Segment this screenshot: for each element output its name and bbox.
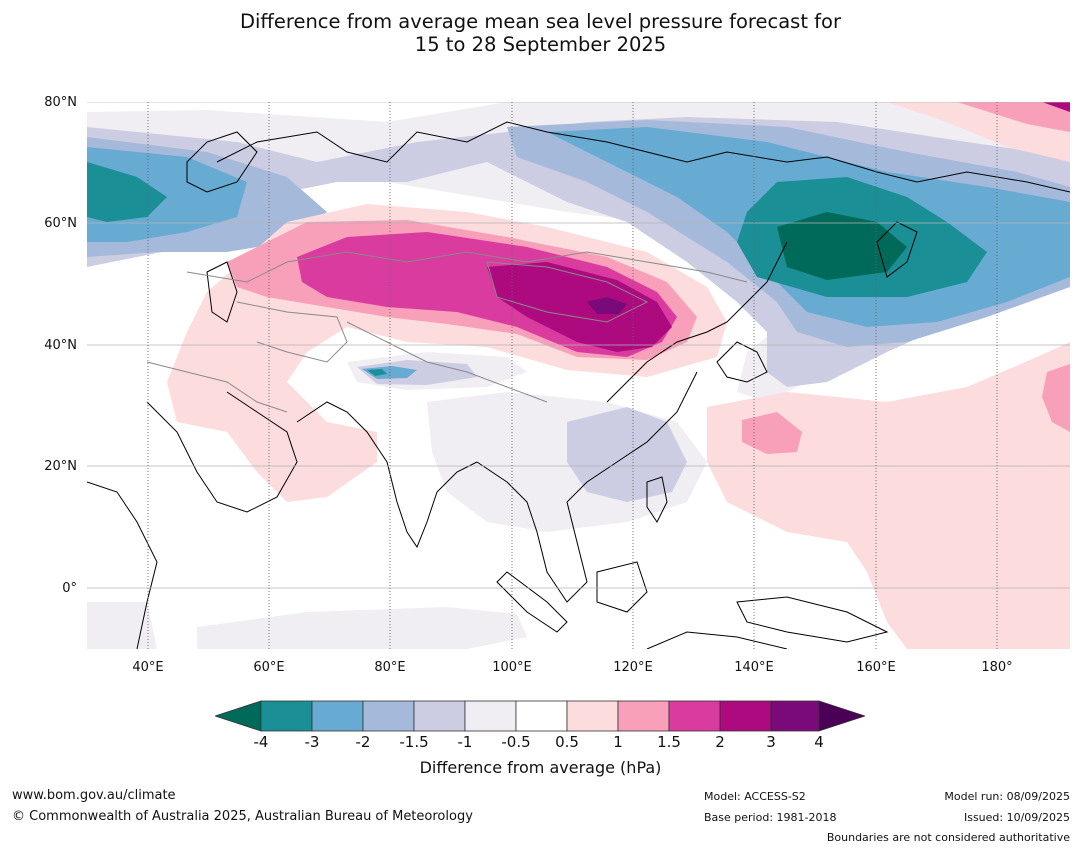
footer-copyright: © Commonwealth of Australia 2025, Austra… xyxy=(12,809,473,824)
lon-label-60e: 60°E xyxy=(253,660,285,675)
anomaly-layer-tibet-neg1 xyxy=(357,360,477,385)
lat-label-0: 0° xyxy=(62,581,77,596)
coastline-scandinavia xyxy=(186,131,258,193)
colorbar-bin-7 xyxy=(566,700,619,732)
colorbar-tick-pos4: 4 xyxy=(814,733,824,751)
colorbar-tick-pos15: 1.5 xyxy=(657,733,681,751)
colorbar-tick-neg15: -1.5 xyxy=(399,733,429,751)
border-middle-east xyxy=(146,361,288,413)
colorbar-tick-pos05: 0.5 xyxy=(555,733,579,751)
anomaly-layer-pos3 xyxy=(587,297,627,314)
lon-label-120e: 120°E xyxy=(613,660,653,675)
anomaly-layer-neg3 xyxy=(87,162,987,297)
coastline-arabia xyxy=(146,391,298,513)
colorbar-tick-pos1: 1 xyxy=(613,733,623,751)
lat-label-40n: 40°N xyxy=(44,338,77,353)
footer-model: Model: ACCESS-S2 xyxy=(704,790,806,803)
colorbar-bin-2 xyxy=(311,700,364,732)
lon-label-160e: 160°E xyxy=(856,660,896,675)
anomaly-layer-south-neg05 xyxy=(87,602,527,649)
coastline-africa-east xyxy=(87,481,158,649)
colorbar-tick-pos2: 2 xyxy=(715,733,725,751)
coastline-kamchatka xyxy=(876,221,918,278)
colorbar-bin-4 xyxy=(413,700,466,732)
footer-website: www.bom.gov.au/climate xyxy=(12,788,176,803)
lon-label-180: 180° xyxy=(981,660,1013,675)
coastline-philippines xyxy=(646,476,668,523)
lon-label-80e: 80°E xyxy=(374,660,406,675)
pressure-anomaly-map xyxy=(87,102,1070,649)
colorbar-tick-neg3: -3 xyxy=(304,733,320,751)
coastline-sumatra xyxy=(496,571,568,633)
colorbar-bin-10 xyxy=(719,700,772,732)
border-mongolia xyxy=(486,261,649,323)
map-svg xyxy=(87,102,1070,649)
latitude-gridlines xyxy=(87,102,1070,589)
colorbar-bin-3 xyxy=(362,700,415,732)
anomaly-layer-arctic-pos2 xyxy=(1042,102,1070,112)
anomaly-layer-arctic-pos1 xyxy=(957,102,1070,132)
title-line-2: 15 to 28 September 2025 xyxy=(414,33,667,56)
colorbar-title: Difference from average (hPa) xyxy=(419,758,662,777)
colorbar-tick-neg4: -4 xyxy=(253,733,269,751)
coastline-japan xyxy=(716,341,768,383)
coastlines xyxy=(87,121,1070,649)
chart-title: Difference from average mean sea level p… xyxy=(0,10,1081,56)
anomaly-layer-pacific-pos1 xyxy=(742,364,1070,454)
footer-base-period: Base period: 1981-2018 xyxy=(704,811,837,824)
anomaly-layer-pos2 xyxy=(487,262,672,352)
coastline-china-east xyxy=(606,241,788,403)
coastline-seasia xyxy=(476,371,698,603)
anomaly-layer-pacific-pos05 xyxy=(707,342,1070,649)
colorbar-bin-8 xyxy=(617,700,670,732)
colorbar-tick-neg1: -1 xyxy=(457,733,473,751)
colorbar-bin-1 xyxy=(260,700,313,732)
colorbar-extend-low xyxy=(215,700,262,732)
colorbar-bin-5 xyxy=(464,700,517,732)
coastline-new-guinea xyxy=(736,596,889,643)
lat-label-60n: 60°N xyxy=(44,216,77,231)
lat-label-20n: 20°N xyxy=(44,459,77,474)
colorbar-tick-pos3: 3 xyxy=(766,733,776,751)
footer-issued: Issued: 10/09/2025 xyxy=(963,811,1070,824)
border-russia-south xyxy=(186,251,748,283)
coastline-borneo xyxy=(596,561,648,613)
coastline-india xyxy=(296,401,478,549)
colorbar-tick-neg05: -0.5 xyxy=(501,733,531,751)
title-line-1: Difference from average mean sea level p… xyxy=(240,10,841,33)
coastline-eurasia-north xyxy=(216,121,1070,193)
border-central-asia xyxy=(236,301,348,363)
lon-label-140e: 140°E xyxy=(734,660,774,675)
colorbar-bin-6 xyxy=(515,700,568,732)
colorbar-bin-11 xyxy=(770,700,820,732)
footer-model-run: Model run: 08/09/2025 xyxy=(944,790,1070,803)
anomaly-layer-neg4 xyxy=(777,212,907,280)
anomaly-layer-tibet-neg3 xyxy=(367,369,387,376)
colorbar xyxy=(215,700,865,732)
country-borders xyxy=(146,251,748,413)
border-china-west xyxy=(346,321,548,403)
coastline-australia-north xyxy=(646,631,788,649)
coastline-caspian xyxy=(206,261,238,323)
colorbar-extend-high xyxy=(818,700,865,732)
lat-label-80n: 80°N xyxy=(44,95,77,110)
lon-label-40e: 40°E xyxy=(132,660,164,675)
longitude-gridlines xyxy=(147,102,998,649)
footer-disclaimer: Boundaries are not considered authoritat… xyxy=(826,831,1070,844)
colorbar-tick-neg2: -2 xyxy=(355,733,371,751)
colorbar-bin-9 xyxy=(668,700,721,732)
lon-label-100e: 100°E xyxy=(492,660,532,675)
